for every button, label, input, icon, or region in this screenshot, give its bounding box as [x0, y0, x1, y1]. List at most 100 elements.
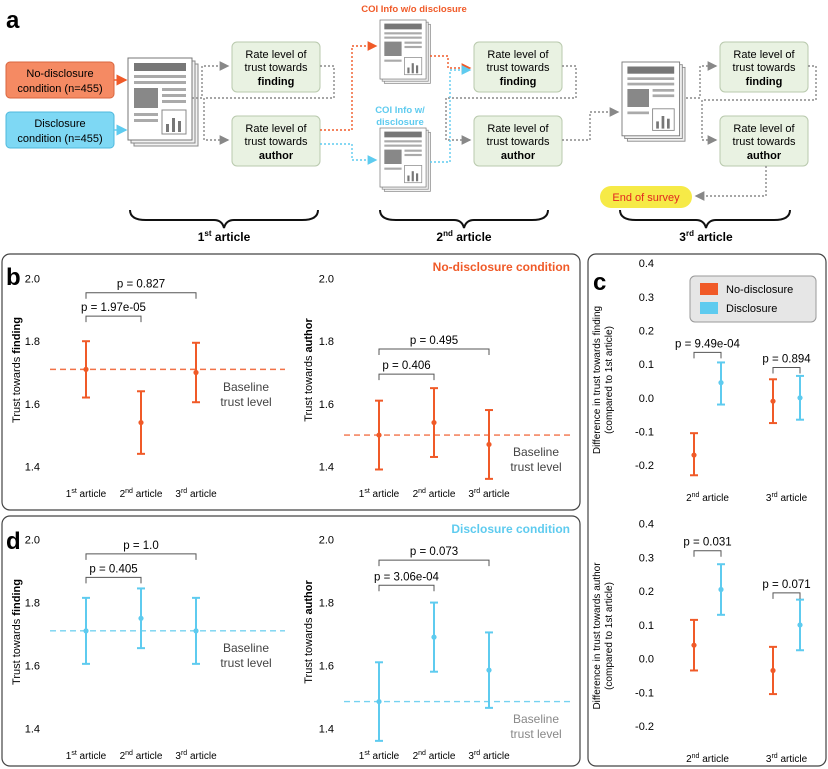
no-disclosure-branch-arrow [320, 46, 376, 130]
p-value-bracket [773, 368, 800, 374]
p-value-bracket [86, 554, 196, 560]
mean-point [770, 668, 775, 673]
newspaper-icon [128, 58, 198, 146]
p-value-label: p = 0.495 [410, 335, 458, 347]
y-tick-label: 1.8 [319, 598, 334, 610]
no-disclosure-merge-arrow [430, 56, 470, 68]
p-value-bracket [694, 551, 721, 557]
rate-text: trust towards [487, 62, 550, 74]
article-2-label: 2nd article [436, 229, 491, 244]
y-tick-label: 1.6 [25, 399, 40, 411]
mean-point [718, 587, 723, 592]
disclosure-condition-title: Disclosure condition [451, 522, 570, 536]
p-value-label: p = 0.405 [89, 563, 137, 575]
y-tick-label: 0.1 [639, 620, 654, 632]
x-tick-label: 2nd article [120, 750, 163, 762]
y-tick-label: 0.3 [639, 552, 654, 564]
rate-target: author [747, 150, 782, 162]
c-finding-ylabel-1: Difference in trust towards finding [592, 306, 603, 454]
y-tick-label: 0.0 [639, 654, 654, 666]
rate-text: trust towards [733, 62, 796, 74]
y-tick-label: 1.6 [319, 399, 334, 411]
mean-point [193, 628, 198, 633]
p-value-bracket [86, 293, 196, 299]
y-tick-label: 1.6 [25, 660, 40, 672]
mean-point [431, 635, 436, 640]
y-tick-label: 1.4 [319, 461, 334, 473]
y-tick-label: 1.8 [25, 598, 40, 610]
y-tick-label: 0.4 [639, 258, 654, 270]
x-tick-label: 3rd article [766, 492, 808, 504]
coi-with-disclosure-line1: COI Info w/ [375, 105, 425, 116]
legend-label-disclosure: Disclosure [726, 303, 777, 315]
rate-target: finding [500, 76, 537, 88]
p-value-label: p = 0.894 [762, 354, 811, 366]
c-author-ylabel-1: Difference in trust towards author [592, 562, 603, 710]
p-value-bracket [379, 374, 434, 380]
panel-a: a No-disclosure condition (n=455) Disclo… [6, 4, 816, 244]
b-author-ylabel: Trust towards author [303, 318, 315, 422]
y-tick-label: -0.1 [635, 687, 654, 699]
x-tick-label: 3rd article [175, 750, 217, 762]
x-tick-label: 2nd article [413, 750, 456, 762]
x-tick-label: 1st article [359, 488, 400, 500]
rate-target: finding [746, 76, 783, 88]
y-tick-label: 1.8 [25, 336, 40, 348]
mean-point [193, 370, 198, 375]
rate-text: Rate level of [245, 123, 307, 135]
no-disclosure-condition-title: No-disclosure condition [433, 260, 570, 274]
rate-target: author [501, 150, 536, 162]
mean-point [691, 643, 696, 648]
p-value-bracket [694, 352, 721, 358]
mean-point [83, 628, 88, 633]
charts-layer: 1.4 1.6 1.8 2.0 1st article 2nd article 3rd ar… [25, 258, 812, 765]
chart-c-author: -0.2-0.10.00.10.20.30.42nd article 3rd ar… [635, 519, 811, 765]
disclosure-box-line1: Disclosure [34, 118, 85, 130]
legend-label-no-disclosure: No-disclosure [726, 284, 793, 296]
p-value-label: p = 9.49e-04 [675, 338, 741, 350]
y-tick-label: 2.0 [319, 535, 334, 547]
mean-point [797, 622, 802, 627]
rate-text: Rate level of [733, 49, 795, 61]
rate-text: trust towards [733, 136, 796, 148]
panel-c-frame [588, 254, 826, 766]
disclosure-branch-arrow [320, 144, 376, 160]
y-tick-label: 2.0 [25, 274, 40, 286]
rate-target: finding [258, 76, 295, 88]
x-tick-label: 1st article [359, 750, 400, 762]
c-author-ylabel-2: (compared to 1st article) [604, 582, 615, 690]
no-disclosure-box-line2: condition (n=455) [17, 83, 102, 95]
panel-a-letter: a [6, 7, 20, 34]
x-tick-label: 2nd article [413, 488, 456, 500]
panel-c-legend: No-disclosure Disclosure [690, 276, 816, 322]
coi-without-disclosure-label: COI Info w/o disclosure [361, 4, 467, 15]
panel-c-letter: c [593, 269, 606, 296]
p-value-bracket [379, 349, 489, 355]
y-tick-label: 0.4 [639, 519, 654, 531]
mean-point [486, 668, 491, 673]
p-value-bracket [773, 593, 800, 599]
x-tick-label: 1st article [66, 750, 107, 762]
panel-d-letter: d [6, 528, 21, 555]
mean-point [486, 442, 491, 447]
x-tick-label: 2nd article [686, 753, 729, 765]
mean-point [138, 616, 143, 621]
p-value-label: p = 3.06e-04 [374, 571, 440, 583]
p-value-bracket [86, 577, 141, 583]
p-value-label: p = 1.97e-05 [81, 302, 146, 314]
p-value-label: p = 0.071 [762, 579, 810, 591]
legend-swatch-no-disclosure [700, 283, 718, 295]
d-author-ylabel: Trust towards author [303, 580, 315, 684]
panel-b-letter: b [6, 264, 21, 291]
article-1-label: 1st article [198, 229, 251, 244]
newspaper-icon [380, 128, 430, 191]
b-finding-ylabel: Trust towards finding [11, 317, 23, 423]
disclosure-box-line2: condition (n=455) [17, 133, 102, 145]
x-tick-label: 2nd article [686, 492, 729, 504]
y-tick-label: 0.3 [639, 292, 654, 304]
p-value-label: p = 0.827 [117, 279, 165, 291]
y-tick-label: -0.1 [635, 426, 654, 438]
mean-point [376, 432, 381, 437]
p-value-label: p = 0.073 [410, 546, 458, 558]
b-finding-baseline-label: Baseline trust level [220, 380, 271, 409]
